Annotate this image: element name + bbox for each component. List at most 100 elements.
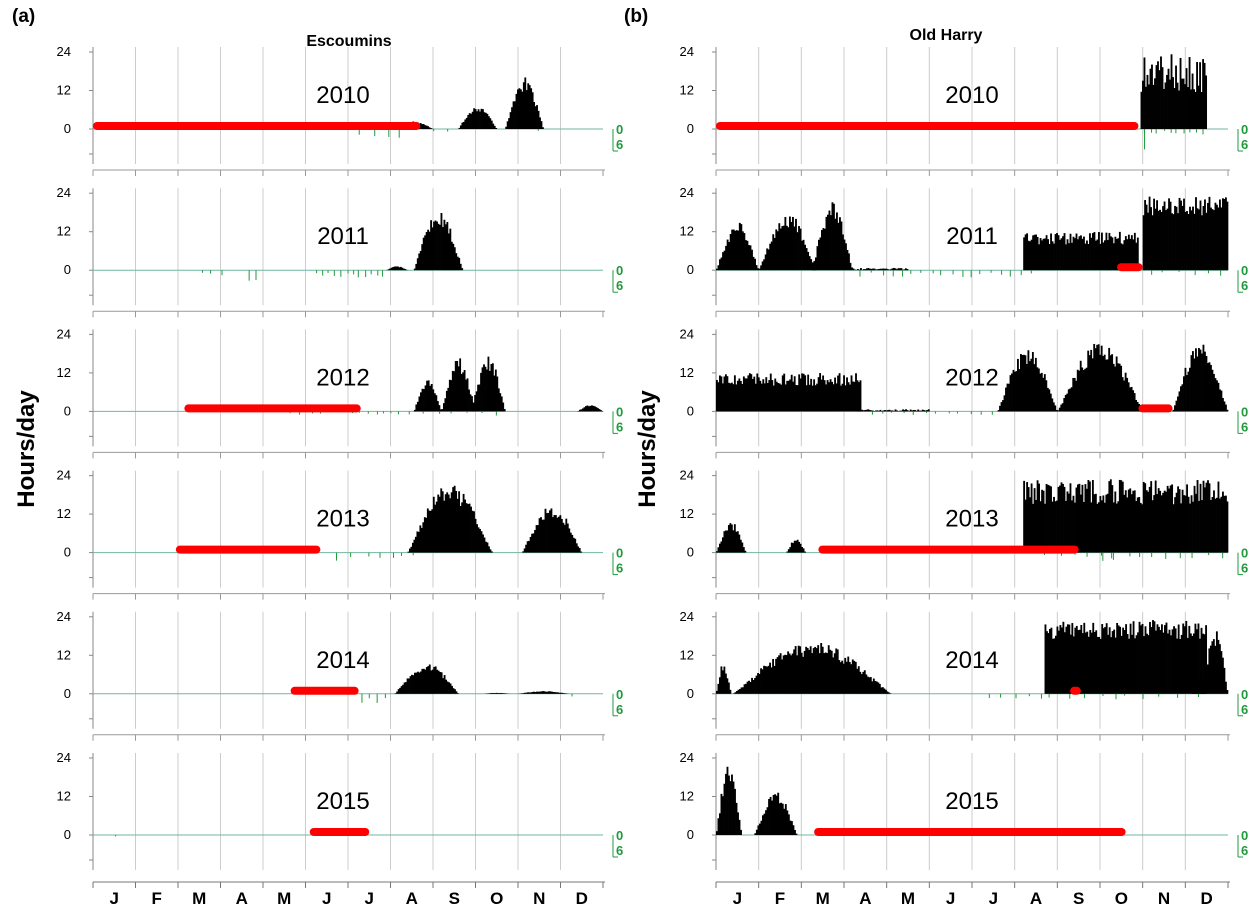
daily-bar: [1151, 215, 1154, 271]
daily-bar: [726, 376, 729, 412]
daily-bar: [427, 380, 430, 412]
daily-bar: [1172, 77, 1174, 129]
daily-bar: [1078, 629, 1081, 694]
daily-bar: [525, 692, 528, 694]
daily-bar: [396, 691, 399, 694]
daily-bar: [1222, 198, 1224, 271]
daily-bar: [493, 125, 496, 129]
daily-bar: [1226, 409, 1229, 412]
daily-bar: [597, 408, 599, 412]
daily-bar: [1180, 503, 1183, 553]
daily-bar: [1059, 625, 1062, 694]
daily-bar: [911, 410, 914, 412]
daily-bar: [1090, 349, 1093, 412]
daily-bar: [1189, 367, 1191, 412]
daily-bar: [469, 394, 472, 412]
daily-bar: [417, 531, 420, 553]
daily-bar: [600, 410, 602, 412]
daily-bar: [490, 693, 492, 694]
daily-bar: [1155, 630, 1157, 694]
y-tick-label: 24: [57, 44, 71, 59]
daily-bar: [598, 409, 601, 412]
daily-bar: [840, 221, 843, 271]
daily-bar: [1072, 236, 1075, 271]
daily-bar: [1200, 92, 1203, 129]
daily-bar: [411, 674, 413, 694]
daily-bar: [816, 246, 819, 271]
daily-bar: [1157, 61, 1159, 129]
daily-bar: [1060, 238, 1063, 271]
daily-bar: [1087, 350, 1090, 412]
daily-bar: [488, 693, 491, 694]
daily-bar: [476, 524, 478, 553]
daily-bar: [1068, 493, 1070, 553]
daily-bar: [1093, 343, 1096, 412]
daily-bar: [1181, 205, 1184, 271]
daily-bar: [1106, 493, 1109, 553]
daily-bar: [878, 683, 881, 694]
green-tick-label: 0: [1241, 687, 1248, 702]
y-tick-label: 0: [687, 827, 694, 842]
daily-bar: [542, 691, 544, 694]
daily-bar: [775, 658, 778, 694]
daily-bar: [465, 503, 468, 553]
daily-bar: [1195, 197, 1197, 271]
daily-bar: [1205, 625, 1208, 694]
daily-bar: [1144, 200, 1147, 271]
daily-bar: [399, 687, 402, 694]
daily-bar: [1080, 624, 1083, 694]
daily-bar: [425, 667, 428, 694]
daily-bar: [428, 127, 431, 129]
daily-bar: [425, 125, 428, 129]
daily-bar: [1047, 239, 1049, 271]
daily-bar: [1142, 481, 1145, 553]
daily-bar: [435, 501, 438, 553]
daily-bar: [472, 403, 475, 412]
daily-bar: [1177, 396, 1179, 412]
daily-bar: [1164, 82, 1167, 129]
y-tick-label: 24: [680, 468, 694, 483]
daily-bar: [457, 366, 460, 412]
daily-bar: [407, 551, 410, 553]
daily-bar: [1072, 495, 1075, 553]
daily-bar: [491, 551, 493, 553]
daily-bar: [1141, 504, 1144, 553]
daily-bar: [1155, 65, 1158, 129]
daily-bar: [766, 248, 769, 271]
y-tick-label: 24: [680, 750, 694, 765]
daily-bar: [404, 269, 407, 271]
daily-bar: [1091, 480, 1094, 553]
daily-bar: [1169, 79, 1171, 129]
daily-bar: [826, 653, 829, 694]
daily-bar: [531, 92, 534, 129]
daily-bar: [867, 268, 870, 271]
daily-bar: [480, 372, 482, 412]
month-label: O: [490, 889, 503, 908]
daily-bar: [848, 662, 851, 694]
daily-bar: [729, 689, 732, 694]
daily-bar: [541, 519, 544, 553]
daily-bar: [1213, 373, 1215, 412]
daily-bar: [1186, 637, 1189, 694]
daily-bar: [1115, 503, 1118, 553]
daily-bar: [1082, 501, 1085, 553]
y-tick-label: 12: [57, 224, 71, 239]
daily-bar: [489, 118, 492, 129]
daily-bar: [1104, 626, 1107, 694]
daily-bar: [1090, 632, 1093, 694]
daily-bar: [781, 375, 784, 412]
daily-bar: [1208, 362, 1211, 412]
daily-bar: [1096, 344, 1099, 412]
daily-bar: [1055, 409, 1058, 412]
daily-bar: [530, 692, 532, 694]
daily-bar: [751, 249, 753, 271]
daily-bar: [1216, 497, 1218, 553]
daily-bar: [447, 233, 450, 271]
daily-bar: [395, 266, 398, 271]
daily-bar: [1187, 371, 1190, 412]
daily-bar: [545, 691, 547, 694]
daily-bar: [1183, 626, 1186, 694]
daily-bar: [1198, 500, 1200, 553]
y-tick-label: 0: [64, 121, 71, 136]
